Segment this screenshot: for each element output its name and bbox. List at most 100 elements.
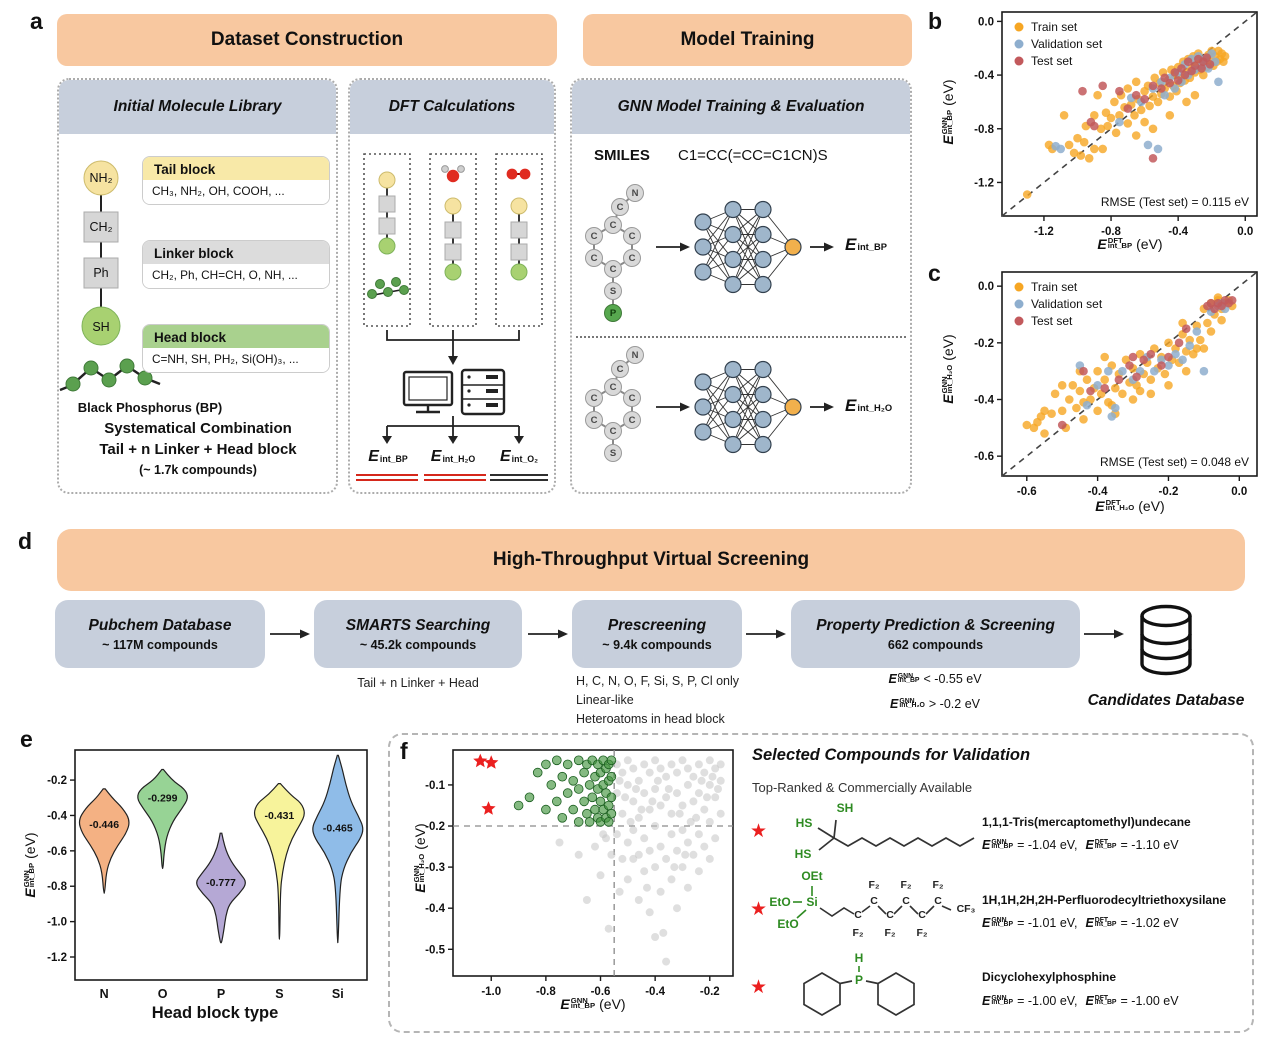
svg-text:-0.4: -0.4 — [1168, 226, 1188, 238]
htvs-title: High-Throughput Virtual Screening — [492, 549, 810, 570]
star-icon: ★ — [750, 977, 768, 998]
svg-text:F₂: F₂ — [932, 879, 943, 891]
svg-text:-0.2: -0.2 — [47, 775, 67, 787]
gnn-model-row-h2o: C N C C C C C C S — [585, 346, 834, 462]
gnn-training-header: GNN Model Training & Evaluation — [572, 80, 910, 134]
gnn-training-title: GNN Model Training & Evaluation — [617, 98, 865, 115]
svg-text:C: C — [591, 231, 598, 242]
svg-text:C: C — [591, 253, 598, 264]
combination-line-1: Systematical Combination — [104, 420, 292, 437]
dft-case-bp-box — [363, 153, 411, 327]
svg-text:P: P — [855, 973, 863, 987]
step-title: Property Prediction & Screening — [816, 616, 1055, 634]
head-block-card: Head block C=NH, SH, PH₂, Si(OH)₃, ... — [142, 324, 330, 373]
svg-text:Test set: Test set — [1031, 314, 1073, 328]
svg-text:Ph: Ph — [93, 266, 108, 280]
black-phosphorus-icon — [59, 358, 161, 392]
svg-text:C: C — [610, 426, 617, 437]
svg-text:S: S — [275, 987, 283, 1001]
svg-text:EtO: EtO — [769, 895, 790, 909]
panel-f-ylabel: E GNN int_H₂O (eV) — [412, 823, 428, 893]
svg-text:HS: HS — [796, 816, 813, 830]
model-training-title: Model Training — [680, 29, 815, 50]
svg-text:-0.4: -0.4 — [1088, 486, 1108, 498]
svg-text:-0.431: -0.431 — [265, 810, 295, 822]
step-property-prediction: Property Prediction & Screening 662 comp… — [791, 600, 1080, 668]
svg-text:-0.4: -0.4 — [47, 810, 67, 822]
oxygen-icon — [506, 168, 518, 180]
criterion-bp: E GNN int_BP < -0.55 eV — [888, 672, 982, 686]
svg-text:C: C — [886, 909, 894, 921]
candidates-points — [513, 755, 617, 827]
svg-text:CH₂: CH₂ — [90, 220, 113, 234]
star-icon: ★ — [750, 821, 768, 842]
step-subtitle: ~ 45.2k compounds — [359, 637, 477, 652]
red-underline — [356, 474, 418, 481]
panel-c-scatter-chart: -0.6 -0.4 -0.2 0.0 0.0 -0.2 -0.4 -0.6 Train set V… — [974, 271, 1258, 498]
svg-text:0.0: 0.0 — [978, 281, 994, 293]
criterion-h2o: E GNN int_H₂O > -0.2 eV — [890, 697, 980, 711]
compound-1-name: 1,1,1-Tris(mercaptomethyl)undecane — [982, 815, 1191, 829]
step-title: Prescreening — [607, 616, 707, 634]
tail-block-name: Tail block — [143, 157, 329, 180]
tail-block-card: Tail block CH₃, NH₂, OH, COOH, ... — [142, 156, 330, 205]
svg-text:C: C — [617, 202, 624, 213]
panel-c-label: c — [928, 260, 941, 286]
dft-calculations-title: DFT Calculations — [388, 98, 516, 115]
svg-text:0.0: 0.0 — [978, 16, 994, 28]
svg-text:Validation set: Validation set — [1031, 37, 1103, 51]
initial-molecule-library-title: Initial Molecule Library — [113, 98, 282, 115]
svg-text:N: N — [100, 987, 109, 1001]
compound-1-structure: HS SH HS — [795, 801, 975, 861]
step-subtitle: ~ 9.4k compounds — [602, 637, 712, 652]
svg-text:RMSE (Test set) = 0.115 eV: RMSE (Test set) = 0.115 eV — [1101, 195, 1249, 209]
svg-text:-0.1: -0.1 — [425, 780, 445, 792]
smiles-string: C1=CC(=CC=C1CN)S — [678, 147, 828, 164]
svg-text:C: C — [934, 895, 942, 907]
svg-text:NH₂: NH₂ — [90, 171, 113, 185]
dft-case-o2-box — [495, 153, 543, 327]
svg-text:F₂: F₂ — [900, 879, 911, 891]
step-pubchem-database: Pubchem Database ~ 117M compounds — [55, 600, 265, 668]
svg-text:C: C — [854, 909, 862, 921]
panel-b-ylabel: E GNN int_BP (eV) — [940, 79, 956, 145]
panel-c-xlabel: E DFT int_H₂O (eV) — [1095, 498, 1165, 514]
star-icon: ★ — [750, 899, 768, 920]
svg-text:-0.2: -0.2 — [425, 821, 445, 833]
svg-text:-0.8: -0.8 — [536, 986, 556, 998]
svg-text:SH: SH — [92, 320, 109, 334]
step-subtitle: 662 compounds — [887, 637, 984, 652]
selected-compounds-subtitle: Top-Ranked & Commercially Available — [752, 780, 973, 795]
tail-node-icon — [83, 160, 119, 196]
linker-node-icon — [83, 257, 119, 289]
selected-stars-points — [473, 753, 499, 815]
svg-text:Si: Si — [806, 895, 817, 909]
step-title: SMARTS Searching — [345, 616, 491, 634]
svg-text:C: C — [610, 264, 617, 275]
svg-text:C: C — [629, 253, 636, 264]
combination-line-2: Tail + n Linker + Head block — [99, 441, 297, 458]
server-icon — [460, 368, 506, 416]
gnn-divider — [576, 336, 906, 338]
svg-text:C: C — [629, 231, 636, 242]
bp-caption: Black Phosphorus (BP) — [77, 400, 223, 415]
smarts-note: Tail + n Linker + Head — [357, 676, 479, 690]
svg-text:F₂: F₂ — [916, 927, 927, 939]
svg-text:C: C — [870, 895, 878, 907]
svg-text:-0.6: -0.6 — [47, 846, 67, 858]
svg-text:-0.8: -0.8 — [47, 881, 67, 893]
panel-d-label: d — [18, 528, 33, 554]
svg-text:C: C — [902, 895, 910, 907]
water-o-icon — [446, 169, 460, 183]
svg-text:-0.777: -0.777 — [206, 877, 236, 889]
compound-1-formula: E GNN int_BP = -1.04 eV, E DFT int_BP = -1.10 … — [982, 838, 1179, 852]
svg-text:HS: HS — [795, 847, 812, 861]
svg-text:-1.0: -1.0 — [481, 986, 501, 998]
linker-node-icon — [83, 211, 119, 243]
molecule-graph-nodes — [585, 184, 644, 322]
svg-text:F₂: F₂ — [852, 927, 863, 939]
svg-text:0.0: 0.0 — [1231, 486, 1247, 498]
svg-text:Si: Si — [332, 987, 344, 1001]
svg-text:Test set: Test set — [1031, 54, 1073, 68]
